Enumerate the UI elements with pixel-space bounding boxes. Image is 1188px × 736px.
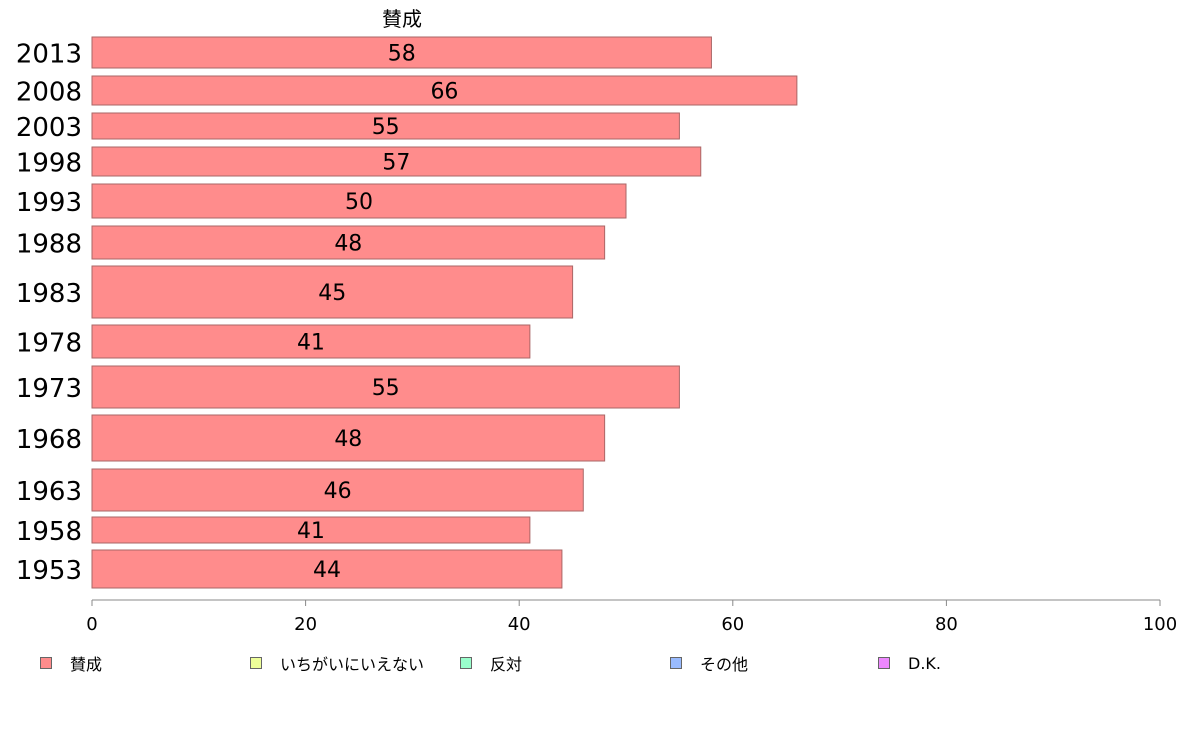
legend-label: 賛成 (70, 655, 103, 674)
category-label-1958: 1958 (16, 517, 82, 547)
legend-label: D.K. (908, 653, 941, 673)
data-label-2008: 66 (430, 80, 458, 105)
category-label-1998: 1998 (16, 149, 82, 179)
legend-item: 反対 (460, 652, 522, 674)
category-label-1978: 1978 (16, 329, 82, 359)
legend-swatch (670, 657, 682, 669)
bar-1973 (91, 365, 680, 409)
data-label-1953: 44 (313, 558, 341, 583)
bar-1983 (91, 265, 574, 319)
x-tick-label-80: 80 (935, 614, 958, 635)
legend-item: 賛成 (40, 652, 102, 674)
x-tick-label-40: 40 (508, 614, 531, 635)
data-label-1993: 50 (345, 190, 373, 215)
x-tick-label-0: 0 (86, 614, 97, 635)
x-tick-label-20: 20 (294, 614, 317, 635)
bar-1993 (91, 183, 627, 219)
data-label-1958: 41 (297, 519, 325, 544)
category-label-1968: 1968 (16, 425, 82, 455)
legend: 賛成 いちがいにいえない 反対 その他 D.K. (0, 652, 1188, 676)
chart-title: 賛成 (382, 7, 422, 31)
data-label-1963: 46 (324, 479, 352, 504)
data-label-1968: 48 (334, 427, 362, 452)
bar-2013 (91, 36, 712, 69)
legend-item: いちがいにいえない (250, 652, 424, 674)
bar-1988 (91, 225, 606, 260)
data-label-2003: 55 (372, 115, 400, 140)
data-label-1983: 45 (318, 281, 346, 306)
x-axis: 0 20 40 60 80 100 (86, 599, 1177, 635)
legend-label: いちがいにいえない (280, 655, 425, 674)
data-label-1998: 57 (382, 151, 410, 176)
category-label-1953: 1953 (16, 556, 82, 586)
bar-1953 (91, 549, 563, 589)
bars-group: 58 66 55 57 50 48 45 41 55 48 46 41 44 (91, 36, 798, 589)
legend-swatch (878, 657, 890, 669)
category-label-2008: 2008 (16, 78, 82, 108)
category-label-1963: 1963 (16, 477, 82, 507)
category-labels-group: 2013 2008 2003 1998 1993 1988 1983 1978 1973 1968… (16, 40, 82, 587)
legend-item: その他 (670, 652, 748, 674)
x-tick-label-100: 100 (1143, 614, 1177, 635)
bar-1958 (91, 516, 531, 544)
bar-1998 (91, 146, 702, 177)
category-label-2013: 2013 (16, 40, 82, 70)
data-label-1988: 48 (334, 232, 362, 257)
legend-label: 反対 (490, 655, 523, 674)
x-tick-label-60: 60 (721, 614, 744, 635)
category-label-1993: 1993 (16, 188, 82, 218)
bar-1963 (91, 468, 584, 512)
category-label-1973: 1973 (16, 374, 82, 404)
bar-1968 (91, 414, 606, 462)
bar-2008 (91, 75, 798, 106)
data-label-1973: 55 (372, 376, 400, 401)
data-label-1978: 41 (297, 331, 325, 356)
legend-swatch (40, 657, 52, 669)
category-label-1988: 1988 (16, 230, 82, 260)
legend-swatch (460, 657, 472, 669)
legend-item: D.K. (878, 652, 941, 674)
category-label-2003: 2003 (16, 113, 82, 143)
category-label-1983: 1983 (16, 279, 82, 309)
bar-1978 (91, 324, 531, 359)
data-label-2013: 58 (388, 42, 416, 67)
legend-swatch (250, 657, 262, 669)
legend-label: その他 (700, 655, 749, 674)
bar-2003 (91, 112, 680, 140)
